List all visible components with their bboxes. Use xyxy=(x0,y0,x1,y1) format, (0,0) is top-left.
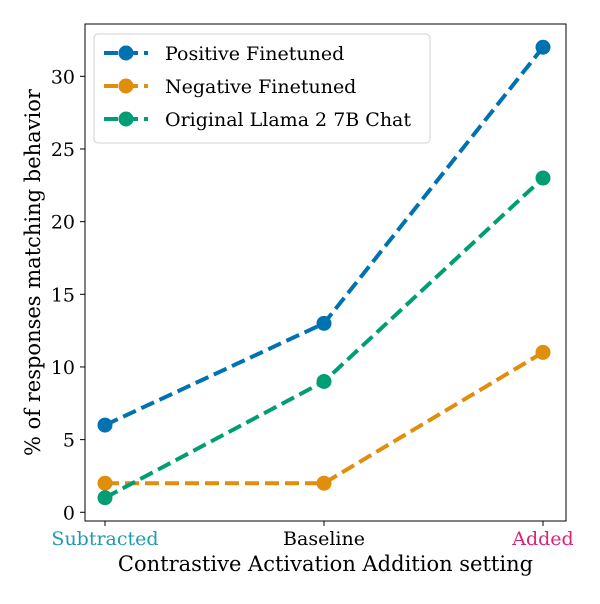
series-layer xyxy=(97,39,551,506)
data-point xyxy=(316,315,332,331)
x-tick-label-added: Added xyxy=(511,528,573,550)
data-point xyxy=(97,490,113,506)
y-tick-label: 15 xyxy=(51,284,75,306)
data-point xyxy=(97,417,113,433)
y-tick-label: 20 xyxy=(51,212,75,234)
x-tick-label-baseline: Baseline xyxy=(283,528,365,550)
x-axis-label: Contrastive Activation Addition setting xyxy=(118,552,533,576)
y-tick-label: 30 xyxy=(51,66,75,88)
data-point xyxy=(535,344,551,360)
y-tick-label: 0 xyxy=(63,502,75,524)
data-point xyxy=(316,373,332,389)
y-tick-label: 10 xyxy=(51,357,75,379)
series-line xyxy=(104,176,545,500)
series-2 xyxy=(97,344,551,491)
x-tick-label-subtracted: Subtracted xyxy=(51,528,158,550)
legend-item: Negative Finetuned xyxy=(104,76,356,98)
y-axis-label: % of responses matching behavior xyxy=(21,88,45,456)
y-tick-label: 25 xyxy=(51,139,75,161)
legend-marker xyxy=(118,45,134,61)
series-1 xyxy=(97,39,551,433)
legend-marker xyxy=(118,78,134,94)
data-point xyxy=(535,39,551,55)
data-point xyxy=(97,475,113,491)
legend-item: Positive Finetuned xyxy=(104,43,344,65)
legend-label: Negative Finetuned xyxy=(165,76,356,98)
y-tick-label: 5 xyxy=(63,430,75,452)
legend-label: Original Llama 2 7B Chat xyxy=(165,109,411,131)
data-point xyxy=(535,170,551,186)
series-line xyxy=(105,350,545,486)
legend-marker xyxy=(118,111,134,127)
plot-frame xyxy=(84,23,567,522)
legend-item: Original Llama 2 7B Chat xyxy=(104,109,411,131)
data-point xyxy=(316,475,332,491)
legend: Positive Finetuned Negative Finetuned Orig… xyxy=(93,33,431,144)
axes-layer: 0 5 10 15 20 25 30 Subtracted Baseline Added xyxy=(51,66,574,550)
series-3 xyxy=(97,170,551,506)
legend-label: Positive Finetuned xyxy=(165,43,344,65)
legend-box xyxy=(93,33,431,144)
